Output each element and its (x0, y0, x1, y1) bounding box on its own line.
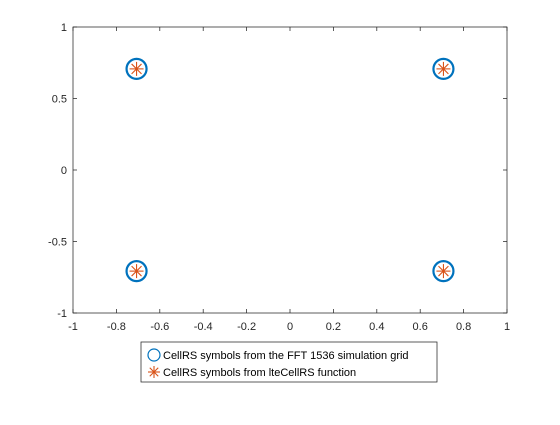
legend-asterisk-icon (148, 366, 160, 378)
x-tick-label: 0.4 (369, 321, 384, 333)
data-point-circle (432, 57, 455, 80)
x-tick-label: -1 (68, 321, 78, 333)
data-point-circle (125, 260, 148, 283)
x-tick-label: -0.2 (237, 321, 256, 333)
y-tick-label: -0.5 (48, 237, 67, 249)
data-point-circle (125, 57, 148, 80)
asterisk-stroke (131, 63, 142, 75)
legend-label-asterisks: CellRS symbols from lteCellRS function (163, 367, 356, 379)
y-tick-label: 1 (61, 22, 67, 34)
plot-axes: -1 -0.8 -0.6 -0.4 -0.2 0 0.2 0.4 0.6 0.8 1 -1 -0.5 0… (48, 22, 510, 333)
legend-label-circles: CellRS symbols from the FFT 1536 simulat… (163, 350, 409, 362)
x-tick-label: 0.2 (326, 321, 341, 333)
legend-asterisk-mark (148, 366, 160, 378)
data-point-asterisk (129, 264, 144, 279)
data-point-asterisk (436, 61, 451, 76)
x-tick-label: -0.8 (107, 321, 126, 333)
x-axis-ticks: -1 -0.8 -0.6 -0.4 -0.2 0 0.2 0.4 0.6 0.8 1 (68, 27, 510, 333)
x-tick-label: -0.6 (150, 321, 169, 333)
data-point-asterisk (436, 264, 451, 279)
legend-item-asterisks[interactable]: CellRS symbols from lteCellRS function (148, 366, 356, 379)
legend-box (140, 341, 438, 383)
asterisk-stroke (149, 367, 159, 377)
x-tick-label: 0.8 (456, 321, 471, 333)
data-point-asterisk (129, 61, 144, 76)
x-tick-label: -0.4 (194, 321, 213, 333)
y-axis-ticks: -1 -0.5 0 0.5 1 (48, 22, 507, 320)
data-markers (125, 57, 455, 283)
legend-item-circles[interactable]: CellRS symbols from the FFT 1536 simulat… (147, 348, 409, 362)
y-tick-label: 0.5 (52, 94, 67, 106)
x-tick-label: 0.6 (413, 321, 428, 333)
asterisk-stroke (438, 63, 449, 75)
legend[interactable]: CellRS symbols from the FFT 1536 simulat… (140, 341, 438, 383)
x-tick-label: 0 (287, 321, 293, 333)
asterisk-stroke (438, 265, 449, 277)
data-point-circle (432, 260, 455, 283)
y-tick-label: -1 (57, 308, 67, 320)
y-tick-label: 0 (61, 165, 67, 177)
legend-circle-icon (147, 348, 161, 362)
asterisk-stroke (131, 265, 142, 277)
x-tick-label: 1 (504, 321, 510, 333)
